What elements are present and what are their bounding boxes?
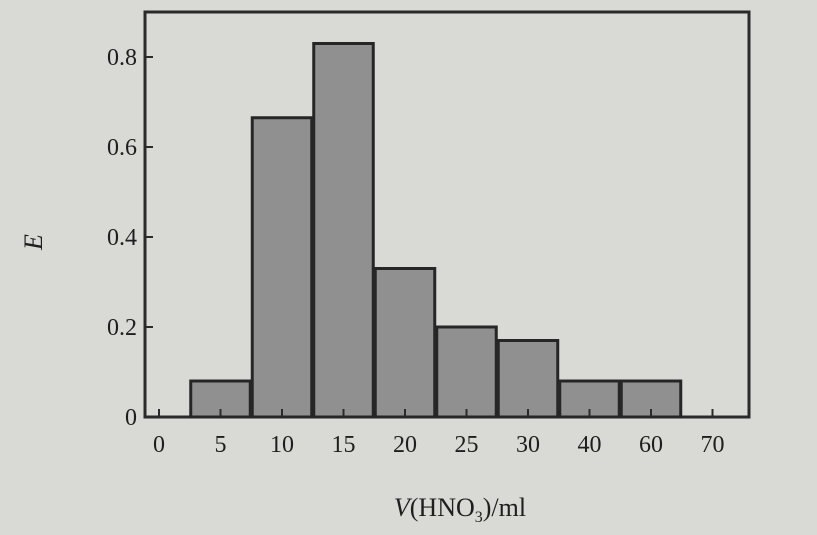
- bar-20: [373, 267, 437, 419]
- y-tick-label: 0: [125, 405, 137, 431]
- x-axis-title-close: )/ml: [483, 493, 526, 522]
- x-tick-label: 60: [639, 432, 663, 458]
- x-axis-title-subscript: 3: [475, 509, 483, 526]
- y-axis-title: E: [19, 234, 48, 251]
- x-tick-label: 30: [516, 432, 540, 458]
- bar-25: [435, 325, 498, 419]
- x-axis-title-variable: V: [394, 493, 413, 522]
- x-tick-label: 40: [578, 432, 602, 458]
- y-tick-label: 0.8: [107, 45, 137, 71]
- bars-group: [189, 42, 683, 419]
- bar-10: [250, 116, 314, 419]
- y-axis-ticks: 0 0.2 0.4 0.6 0.8: [107, 45, 153, 431]
- x-axis-ticks: 0 5 10 15 20 25 30 40 60 70: [153, 409, 725, 458]
- bar-30: [496, 339, 560, 419]
- x-axis-title-open: (HNO: [410, 493, 475, 522]
- x-axis-title: V(HNO3)/ml: [394, 493, 526, 526]
- x-tick-label: 15: [332, 432, 356, 458]
- y-tick-label: 0.2: [107, 315, 137, 341]
- y-tick-label: 0.6: [107, 135, 137, 161]
- x-tick-label: 10: [270, 432, 294, 458]
- y-tick-label: 0.4: [107, 225, 137, 251]
- x-tick-label: 5: [215, 432, 227, 458]
- x-tick-label: 70: [701, 432, 725, 458]
- x-tick-label: 20: [393, 432, 417, 458]
- x-tick-label: 25: [455, 432, 479, 458]
- x-tick-label: 0: [153, 432, 165, 458]
- bar-15: [312, 42, 375, 419]
